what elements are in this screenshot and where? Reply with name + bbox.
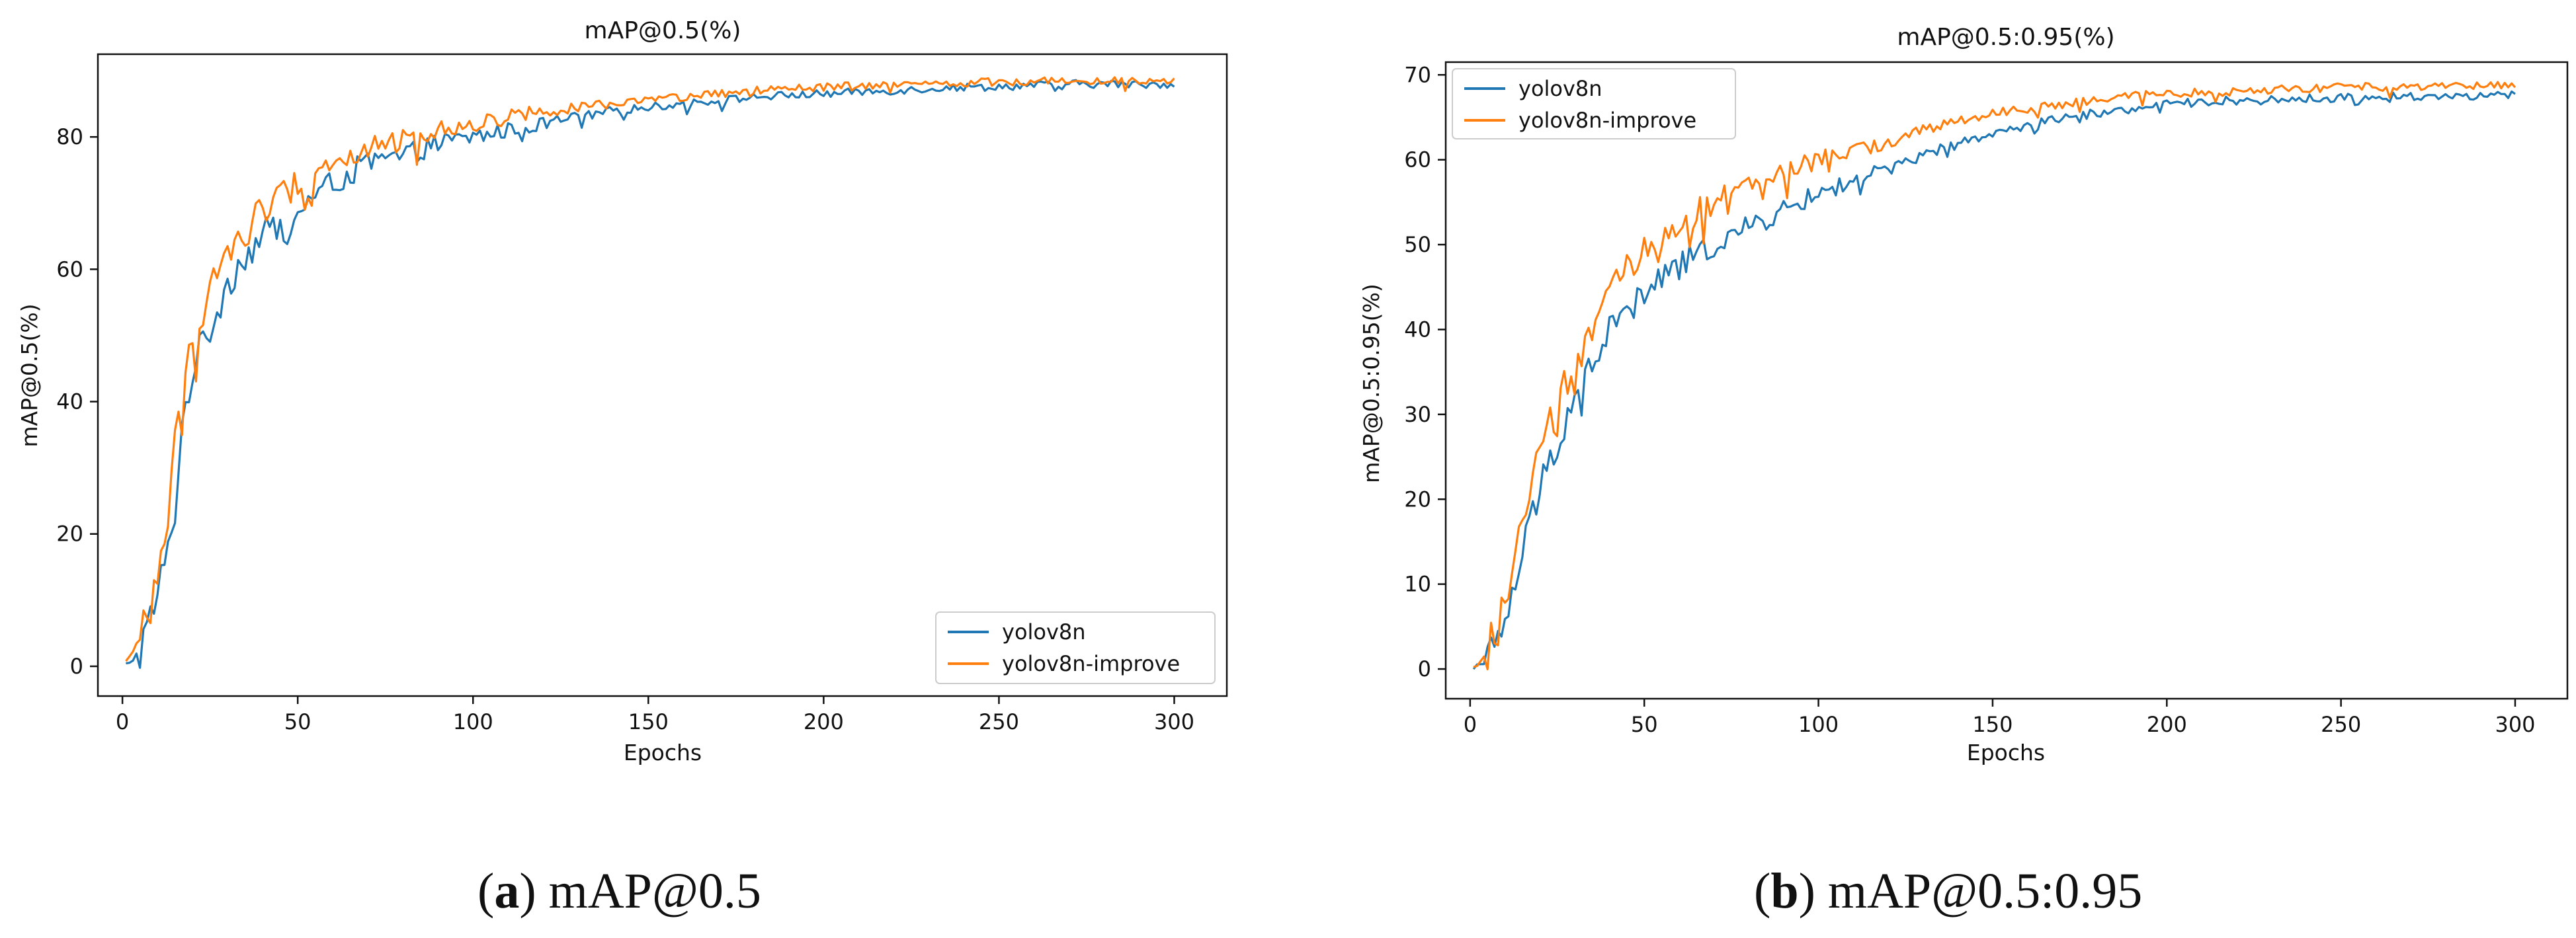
y-tick-label: 0 xyxy=(1418,656,1431,682)
legend-box xyxy=(935,611,1216,684)
legend-label: yolov8n xyxy=(1002,619,1086,645)
x-tick-label: 100 xyxy=(1798,712,1839,737)
x-tick-label: 50 xyxy=(1631,712,1658,737)
x-axis-label: Epochs xyxy=(1967,740,2045,765)
y-tick-label: 20 xyxy=(1404,487,1431,512)
chart-map50: mAP@0.5(%) 0 50 100 150 200 250 300 0 20 40 60 80 E… xyxy=(17,17,1228,765)
series-line-yolov8n xyxy=(126,79,1175,669)
x-tick-label: 0 xyxy=(116,709,129,734)
x-tick-label: 50 xyxy=(284,709,312,734)
chart-title: mAP@0.5(%) xyxy=(585,17,741,44)
y-tick-label: 40 xyxy=(1404,317,1431,342)
series-line-yolov8n xyxy=(1472,90,2516,670)
plot-frame xyxy=(97,53,1228,697)
x-tick-label: 150 xyxy=(628,709,669,734)
x-tick-label: 200 xyxy=(2147,712,2187,737)
y-tick-label: 50 xyxy=(1404,232,1431,257)
legend: yolov8n yolov8n-improve xyxy=(935,611,1216,684)
caption-text: mAP@0.5:0.95 xyxy=(1827,863,2143,919)
legend: yolov8n yolov8n-improve xyxy=(1452,68,1736,139)
legend-label: yolov8n-improve xyxy=(1518,108,1696,133)
caption-a: (a) mAP@0.5 xyxy=(478,863,761,919)
chart-map50-95: mAP@0.5:0.95(%) 0 50 100 150 200 250 300 0 10 20 3… xyxy=(1358,24,2569,765)
y-tick-label: 80 xyxy=(56,124,83,149)
x-tick-label: 100 xyxy=(453,709,493,734)
x-tick-label: 300 xyxy=(1154,709,1194,734)
series-line-yolov8n-improve xyxy=(1473,81,2516,670)
y-tick-label: 60 xyxy=(56,256,83,282)
chart-title: mAP@0.5:0.95(%) xyxy=(1897,24,2114,51)
caption-label: b xyxy=(1770,863,1799,919)
legend-box xyxy=(1452,68,1736,139)
y-tick-label: 70 xyxy=(1404,62,1431,87)
y-axis-label: mAP@0.5(%) xyxy=(17,303,42,447)
y-tick-label: 0 xyxy=(70,654,83,679)
x-tick-label: 200 xyxy=(804,709,844,734)
x-tick-label: 150 xyxy=(1972,712,2013,737)
caption-text: mAP@0.5 xyxy=(548,863,761,919)
x-tick-label: 300 xyxy=(2495,712,2535,737)
series-line-yolov8n-improve xyxy=(125,76,1175,662)
x-tick-label: 0 xyxy=(1464,712,1477,737)
y-tick-label: 30 xyxy=(1404,402,1431,427)
legend-label: yolov8n-improve xyxy=(1002,651,1180,676)
x-axis-label: Epochs xyxy=(624,740,702,765)
x-tick-label: 250 xyxy=(2321,712,2361,737)
x-tick-label: 250 xyxy=(979,709,1019,734)
y-tick-label: 10 xyxy=(1404,572,1431,597)
legend-label: yolov8n xyxy=(1518,76,1602,101)
caption-b: (b) mAP@0.5:0.95 xyxy=(1754,863,2143,919)
y-tick-label: 40 xyxy=(56,389,83,414)
caption-label: a xyxy=(494,863,520,919)
plot-frame xyxy=(1444,61,2569,700)
y-axis-label: mAP@0.5:0.95(%) xyxy=(1358,284,1384,483)
y-tick-label: 60 xyxy=(1404,147,1431,173)
y-tick-label: 20 xyxy=(56,522,83,547)
